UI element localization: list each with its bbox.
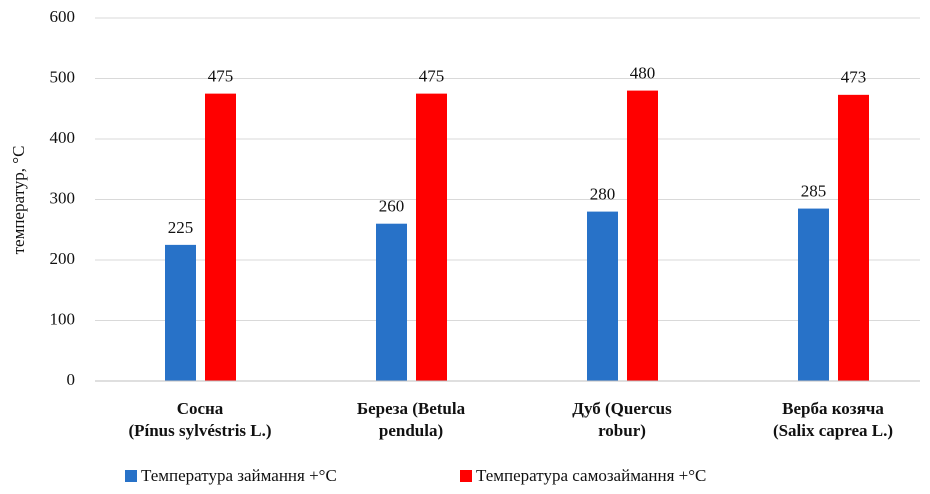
legend-label: Температура займання +°C bbox=[141, 466, 337, 485]
bar bbox=[587, 211, 618, 381]
bar bbox=[798, 208, 829, 381]
data-label: 480 bbox=[630, 64, 656, 83]
y-tick-label: 400 bbox=[50, 128, 76, 147]
data-label: 280 bbox=[590, 185, 616, 204]
legend-label: Температура самозаймання +°C bbox=[476, 466, 706, 485]
y-axis-title: температур, °C bbox=[9, 146, 28, 255]
bar bbox=[627, 90, 658, 381]
y-tick-label: 500 bbox=[50, 67, 76, 86]
y-tick-label: 0 bbox=[67, 370, 76, 389]
y-tick-label: 200 bbox=[50, 249, 76, 268]
x-tick-label: Дуб (Quercus robur) bbox=[572, 399, 672, 440]
bar bbox=[838, 94, 869, 382]
data-label: 260 bbox=[379, 197, 405, 216]
x-tick-label: Береза (Betula pendula) bbox=[357, 399, 466, 440]
bar bbox=[205, 93, 236, 381]
data-label: 473 bbox=[841, 68, 867, 87]
data-label: 225 bbox=[168, 218, 194, 237]
bar bbox=[376, 223, 407, 381]
y-tick-label: 300 bbox=[50, 188, 76, 207]
y-tick-label: 600 bbox=[50, 7, 76, 26]
bar bbox=[165, 244, 196, 381]
x-tick-label: Сосна (Pínus sylvéstris L.) bbox=[128, 399, 271, 440]
bar bbox=[416, 93, 447, 381]
x-tick-label: Верба козяча (Salix caprea L.) bbox=[773, 399, 893, 440]
data-label: 475 bbox=[419, 67, 445, 86]
legend-swatch bbox=[460, 470, 472, 482]
data-label: 475 bbox=[208, 67, 234, 86]
y-tick-label: 100 bbox=[50, 309, 76, 328]
legend-swatch bbox=[125, 470, 137, 482]
data-label: 285 bbox=[801, 181, 827, 200]
